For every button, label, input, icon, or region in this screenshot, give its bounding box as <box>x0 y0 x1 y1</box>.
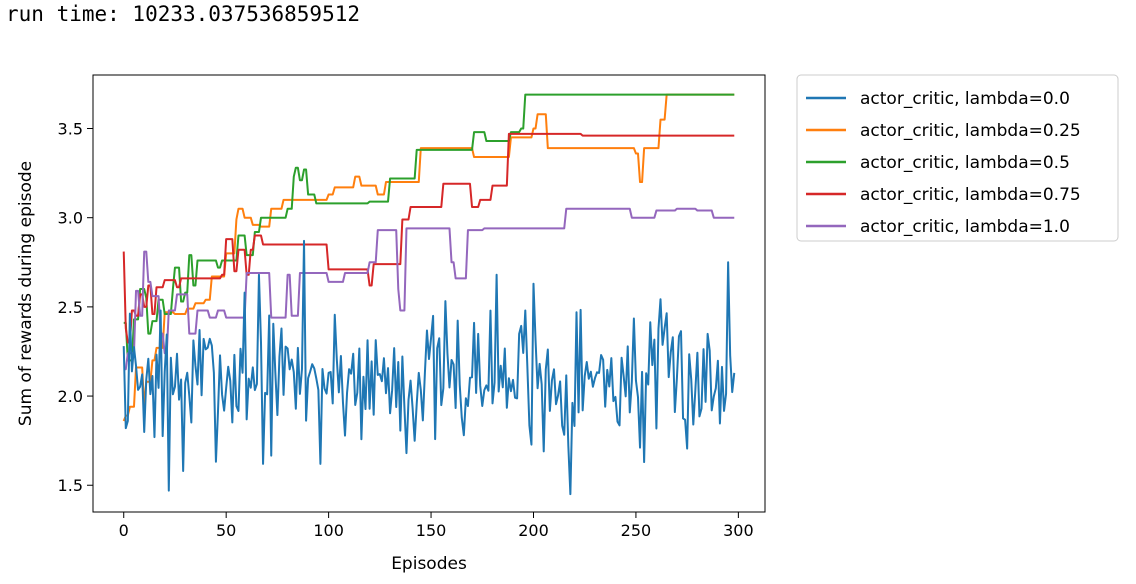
legend-label: actor_critic, lambda=0.75 <box>860 185 1081 205</box>
series-line <box>122 239 736 496</box>
series-line <box>122 132 735 344</box>
x-tick-label: 50 <box>216 521 236 540</box>
y-tick-label: 1.5 <box>58 476 83 495</box>
x-axis-ticks: 0 50 100 150 200 250 300 <box>119 512 754 540</box>
axes-frame <box>92 74 766 513</box>
x-tick-label: 300 <box>723 521 754 540</box>
legend-label: actor_critic, lambda=0.0 <box>860 89 1070 109</box>
x-tick-label: 200 <box>518 521 549 540</box>
x-tick-label: 250 <box>621 521 652 540</box>
series-lines <box>122 93 736 496</box>
legend-label: actor_critic, lambda=0.25 <box>860 121 1081 141</box>
y-tick-label: 3.0 <box>58 209 83 228</box>
y-tick-label: 3.5 <box>58 120 83 139</box>
y-tick-label: 2.0 <box>58 387 83 406</box>
y-axis-label: Sum of rewards during episode <box>16 161 36 426</box>
y-axis-ticks: 1.5 2.0 2.5 3.0 3.5 <box>58 120 93 495</box>
x-tick-label: 100 <box>313 521 344 540</box>
y-tick-label: 2.5 <box>58 298 83 317</box>
x-tick-label: 150 <box>416 521 447 540</box>
legend-label: actor_critic, lambda=1.0 <box>860 217 1070 237</box>
x-tick-label: 0 <box>119 521 129 540</box>
legend-box <box>796 74 1119 242</box>
x-axis-label: Episodes <box>391 554 467 574</box>
legend-label: actor_critic, lambda=0.5 <box>860 153 1070 173</box>
series-line <box>123 207 735 371</box>
run-time-output: run time: 10233.037536859512 <box>6 2 361 26</box>
legend: actor_critic, lambda=0.0 actor_critic, la… <box>796 74 1119 242</box>
